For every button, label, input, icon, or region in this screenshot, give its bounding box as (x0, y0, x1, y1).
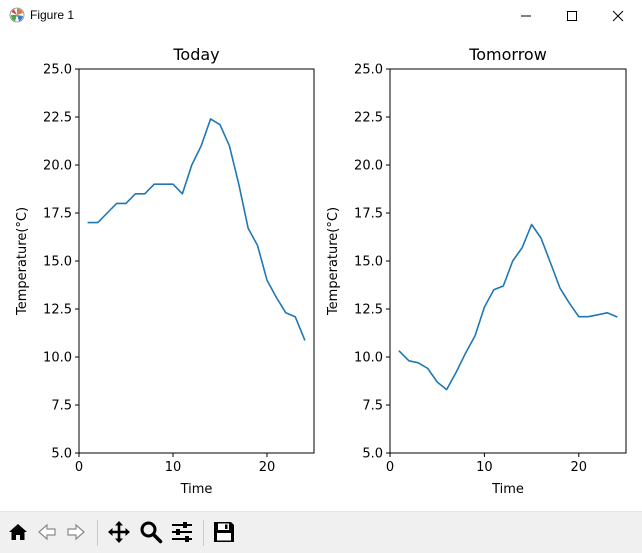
matplotlib-figure-icon (9, 7, 25, 23)
arrow-left-icon (38, 523, 56, 541)
chart-title: Today (172, 45, 219, 64)
magnifier-icon (140, 521, 163, 544)
arrow-right-icon (67, 523, 85, 541)
floppy-disk-icon (214, 522, 234, 542)
y-axis-label: Temperature(°C) (326, 207, 341, 316)
close-button[interactable] (595, 0, 641, 31)
y-tick-label: 22.5 (354, 111, 383, 126)
minimize-icon (521, 15, 531, 16)
move-icon (108, 521, 130, 543)
y-tick-label: 20.0 (43, 159, 72, 174)
y-tick-label: 15.0 (354, 255, 383, 270)
series-line (87, 118, 306, 341)
pan-button[interactable] (105, 518, 133, 546)
axes-frame (78, 68, 315, 454)
x-tick-label: 10 (476, 460, 493, 475)
window-title: Figure 1 (30, 8, 75, 22)
series-line (398, 223, 618, 391)
x-tick-label: 20 (259, 460, 276, 475)
y-tick-label: 25.0 (43, 63, 72, 78)
y-tick-label: 7.5 (362, 399, 383, 414)
forward-button[interactable] (62, 518, 90, 546)
back-button[interactable] (33, 518, 61, 546)
x-axis-label: Time (491, 482, 524, 497)
x-tick-label: 10 (165, 460, 182, 475)
x-tick-label: 0 (75, 460, 83, 475)
y-tick-label: 12.5 (354, 303, 383, 318)
y-tick-label: 7.5 (51, 399, 72, 414)
axes-frame (389, 68, 627, 454)
maximize-button[interactable] (549, 0, 595, 31)
y-tick-label: 25.0 (354, 63, 383, 78)
x-tick-label: 20 (571, 460, 588, 475)
zoom-button[interactable] (137, 518, 165, 546)
toolbar-separator (203, 520, 204, 546)
y-tick-label: 17.5 (354, 207, 383, 222)
maximize-icon (567, 10, 577, 21)
y-tick-label: 22.5 (43, 111, 72, 126)
navigation-toolbar (0, 511, 642, 553)
home-icon (9, 524, 27, 540)
y-axis-label: Temperature(°C) (15, 207, 30, 316)
save-button[interactable] (210, 518, 238, 546)
y-tick-label: 10.0 (43, 351, 72, 366)
minimize-button[interactable] (503, 0, 549, 31)
y-tick-label: 12.5 (43, 303, 72, 318)
x-axis-label: Time (180, 482, 213, 497)
y-tick-label: 5.0 (362, 447, 383, 462)
y-tick-label: 5.0 (51, 447, 72, 462)
configure-subplots-button[interactable] (168, 518, 196, 546)
y-tick-label: 10.0 (354, 351, 383, 366)
sliders-icon (172, 522, 192, 542)
toolbar-separator (97, 520, 98, 546)
x-tick-label: 0 (386, 460, 394, 475)
figure-canvas[interactable]: 5.0 7.5 10.0 12.5 15.0 17.5 20.0 22.5 25.0 0 10 20 T… (0, 31, 642, 511)
window-titlebar: Figure 1 (0, 0, 642, 32)
y-tick-label: 17.5 (43, 207, 72, 222)
close-icon (612, 10, 624, 21)
y-tick-label: 15.0 (43, 255, 72, 270)
y-tick-label: 20.0 (354, 159, 383, 174)
figure-svg: 5.0 7.5 10.0 12.5 15.0 17.5 20.0 22.5 25.0 0 10 20 T… (15, 45, 627, 497)
chart-title: Tomorrow (468, 45, 547, 64)
home-button[interactable] (4, 518, 32, 546)
